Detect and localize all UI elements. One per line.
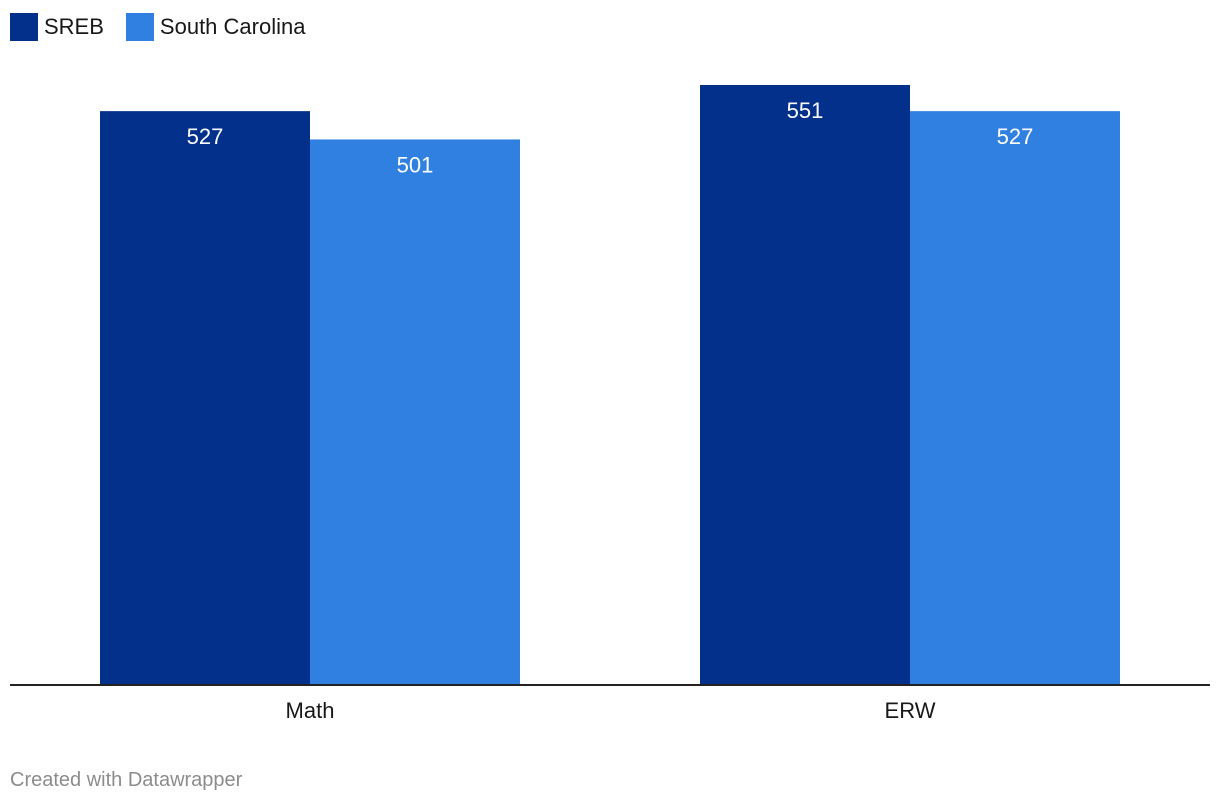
data-label-sreb-erw: 551 (787, 98, 824, 123)
legend-label-south-carolina: South Carolina (159, 14, 306, 39)
bar-south-carolina-math (310, 139, 520, 685)
legend-item-sreb: SREB (10, 13, 104, 41)
bar-sreb-math (100, 111, 310, 686)
bar-chart: 527 501 Math 551 527 ERW (10, 85, 1210, 723)
x-tick-label-math: Math (286, 698, 335, 723)
chart-legend: SREB South Carolina (10, 13, 305, 41)
x-tick-label-erw: ERW (885, 698, 936, 723)
data-label-sreb-math: 527 (187, 124, 224, 149)
bar-sreb-erw (700, 85, 910, 685)
legend-swatch-south-carolina (125, 13, 154, 41)
data-label-south-carolina-math: 501 (397, 152, 434, 177)
datawrapper-credit: Created with Datawrapper (10, 769, 243, 791)
bar-south-carolina-erw (910, 111, 1120, 686)
legend-label-sreb: SREB (44, 14, 104, 39)
data-label-south-carolina-erw: 527 (997, 124, 1034, 149)
legend-swatch-sreb (10, 13, 38, 41)
legend-item-south-carolina: South Carolina (125, 13, 306, 41)
